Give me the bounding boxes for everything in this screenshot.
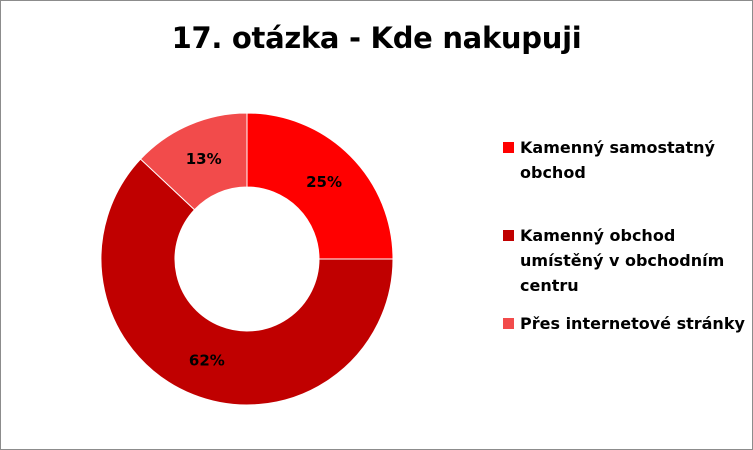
data-label-0: 25% xyxy=(306,173,342,191)
legend-item-obchodni-centrum: Kamenný obchod umístěný v obchodním cent… xyxy=(501,223,751,298)
legend-item-kamenny-samostatny: Kamenný samostatný obchod xyxy=(501,135,751,185)
legend-item-internet: Přes internetové stránky xyxy=(501,311,751,336)
donut-slice-1 xyxy=(100,158,394,406)
chart-title: 17. otázka - Kde nakupuji xyxy=(171,21,582,55)
legend-swatch xyxy=(503,230,514,241)
legend-label: Přes internetové stránky xyxy=(520,314,745,333)
donut-slice-0 xyxy=(246,112,394,260)
legend-label: Kamenný samostatný obchod xyxy=(520,138,715,182)
donut-slice-2 xyxy=(139,112,248,211)
legend-label: Kamenný obchod umístěný v obchodním cent… xyxy=(520,226,725,295)
legend-swatch xyxy=(503,142,514,153)
data-label-1: 62% xyxy=(189,351,225,369)
legend-swatch xyxy=(503,318,514,329)
data-label-2: 13% xyxy=(186,150,222,168)
